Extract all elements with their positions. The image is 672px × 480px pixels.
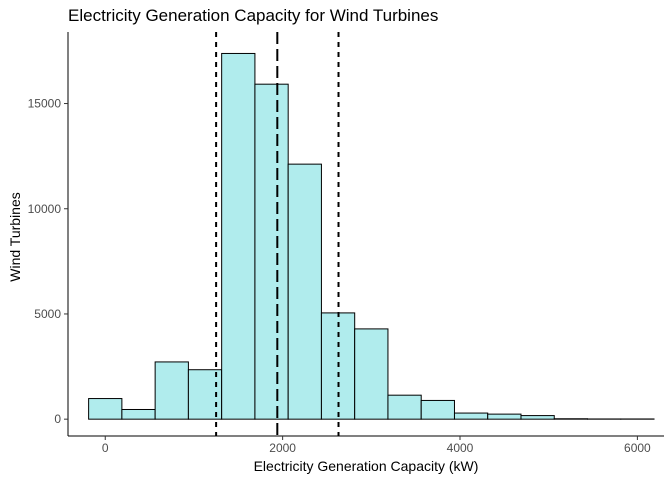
histogram-bar (287, 163, 322, 420)
x-tick-label: 0 (102, 441, 109, 455)
x-tick-label: 6000 (624, 441, 651, 455)
y-tick-label: 0 (54, 412, 61, 426)
histogram-bar (354, 328, 389, 420)
histogram-bar (221, 52, 256, 420)
y-tick-label: 10000 (28, 202, 62, 216)
x-axis-ticks: 0 2000 4000 6000 (102, 436, 651, 455)
y-axis-title: Wind Turbines (7, 192, 23, 281)
histogram-bar (154, 361, 189, 420)
y-tick-label: 5000 (34, 307, 61, 321)
histogram-bar (121, 408, 156, 420)
reference-lines (215, 32, 340, 436)
chart-title: Electricity Generation Capacity for Wind… (68, 6, 439, 25)
histogram-bar (420, 399, 455, 420)
histogram-bar (254, 83, 289, 420)
histogram-bar (520, 415, 555, 420)
histogram-bar (387, 394, 422, 420)
y-axis-ticks: 0 5000 10000 15000 (28, 97, 68, 426)
histogram-bar (453, 412, 489, 420)
y-tick-label: 15000 (28, 97, 62, 111)
x-tick-label: 2000 (269, 441, 296, 455)
histogram-bar (487, 413, 522, 420)
x-axis-title: Electricity Generation Capacity (kW) (254, 458, 479, 474)
x-tick-label: 4000 (447, 441, 474, 455)
histogram-bar (320, 312, 356, 420)
histogram-bar (88, 398, 123, 420)
bars-layer (88, 52, 655, 420)
